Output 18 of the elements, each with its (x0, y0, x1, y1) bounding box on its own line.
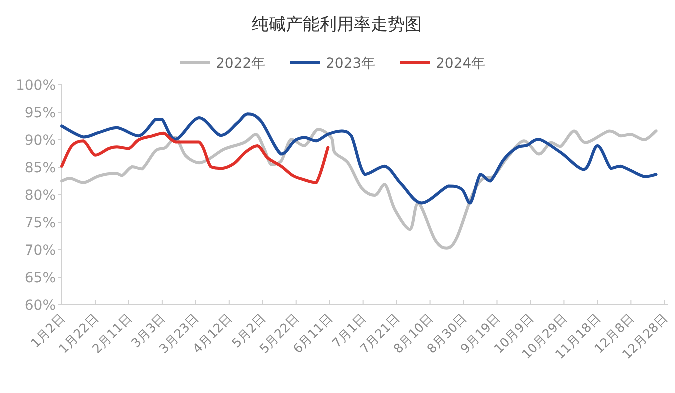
y-tick-label: 85% (24, 160, 56, 176)
legend-item: 2023年 (290, 56, 376, 72)
legend-item: 2024年 (400, 56, 486, 72)
chart-title: 纯碱产能利用率走势图 (252, 15, 422, 35)
y-tick-label: 60% (24, 298, 56, 314)
y-tick-label: 100% (16, 78, 56, 94)
y-tick-label: 65% (24, 270, 56, 286)
line-series (60, 112, 658, 205)
line-series (60, 132, 330, 184)
y-tick-label: 80% (24, 188, 56, 204)
y-tick-label: 70% (24, 243, 56, 259)
y-tick-label: 95% (24, 106, 56, 122)
y-tick-label: 90% (24, 133, 56, 149)
y-tick-label: 75% (24, 216, 56, 232)
legend-label: 2023年 (326, 56, 376, 72)
legend-label: 2024年 (436, 56, 486, 72)
legend-label: 2022年 (216, 56, 266, 72)
legend-item: 2022年 (180, 56, 266, 72)
